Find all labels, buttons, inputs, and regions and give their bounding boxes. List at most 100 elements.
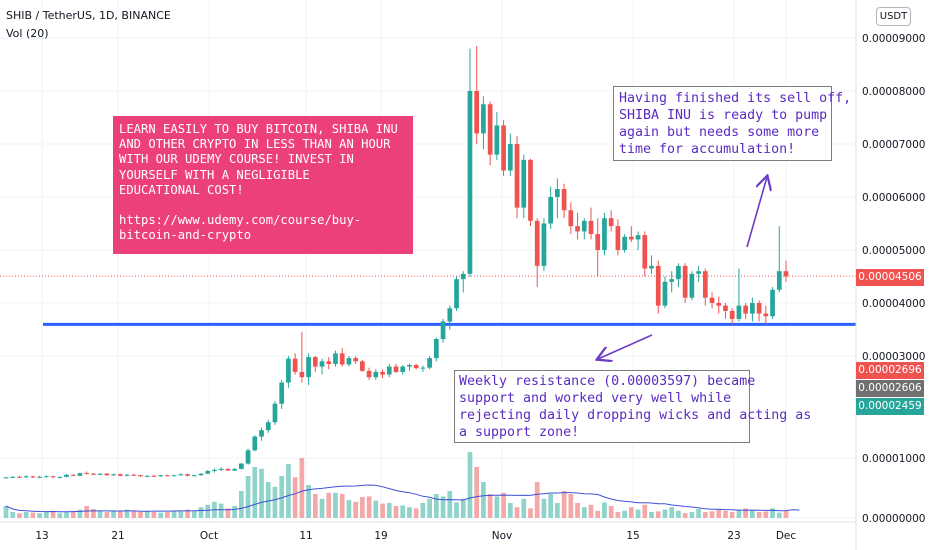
volume-bar: [158, 512, 164, 518]
volume-bar: [628, 507, 634, 518]
volume-bar: [373, 500, 379, 518]
accumulation-note[interactable]: Having finished its sell off, SHIBA INU …: [613, 86, 851, 161]
volume-bar: [205, 504, 211, 518]
candle-body: [144, 475, 150, 477]
volume-bar: [386, 503, 392, 518]
candle-body: [366, 370, 372, 378]
candle-body: [588, 220, 594, 235]
candle-body: [622, 236, 627, 250]
candle-body: [608, 218, 614, 227]
volume-bar: [689, 512, 695, 518]
volume-bar: [702, 512, 708, 518]
volume-bar: [474, 467, 480, 518]
candle-body: [3, 477, 9, 479]
candle-body: [218, 468, 224, 470]
candle-body: [662, 281, 668, 306]
volume-bar: [10, 512, 16, 518]
candle-body: [57, 476, 63, 478]
volume-bar: [144, 511, 150, 518]
volume-bar: [306, 485, 311, 518]
volume-bar: [151, 512, 157, 518]
time-tick-label: Nov: [492, 530, 513, 542]
candle-body: [783, 271, 789, 277]
volume-bar: [279, 476, 285, 518]
volume-bar: [319, 498, 325, 518]
volume-bar: [723, 510, 728, 518]
currency-button[interactable]: USDT: [876, 7, 911, 26]
candle-body: [306, 357, 311, 378]
volume-bar: [427, 498, 432, 518]
candle-body: [575, 226, 580, 232]
candle-body: [185, 474, 190, 476]
candle-body: [386, 366, 392, 375]
volume-bar: [326, 492, 332, 518]
volume-bar: [568, 494, 574, 518]
price-tick-label: 0.00007000: [862, 139, 925, 151]
candles: [3, 45, 789, 479]
volume-moving-average: [5, 484, 800, 513]
candle-body: [440, 321, 446, 340]
volume-bars: [3, 452, 789, 518]
time-tick-label: 19: [374, 530, 387, 542]
candle-body: [353, 358, 359, 362]
support-note[interactable]: Weekly resistance (0.00003597) became su…: [454, 370, 811, 443]
volume-bar: [763, 511, 769, 518]
candle-body: [131, 474, 137, 476]
time-axis-ticks: 13 21 Oct 11 19 Nov 15 23 Dec: [35, 530, 796, 542]
volume-bar: [460, 498, 466, 518]
volume-bar: [729, 512, 735, 518]
time-tick-label: 23: [727, 530, 740, 542]
volume-bar: [23, 512, 29, 518]
volume-bar: [487, 494, 493, 518]
candle-body: [91, 473, 96, 475]
candle-body: [743, 305, 749, 314]
candle-body: [776, 271, 782, 290]
candle-body: [750, 303, 755, 314]
candle-body: [474, 91, 480, 134]
volume-bar: [507, 503, 513, 518]
price-tick-label: 0.00008000: [862, 86, 925, 98]
price-tick-label: 0.00001000: [862, 453, 925, 465]
candle-body: [595, 234, 601, 250]
promo-note[interactable]: LEARN EASILY TO BUY BITCOIN, SHIBA INU A…: [113, 116, 413, 254]
grid-lines: [0, 0, 856, 522]
candle-body: [104, 473, 110, 476]
price-tick-label: 0.00000000: [862, 513, 925, 525]
candle-body: [628, 236, 634, 240]
last-price-tag: 0.00004506: [856, 269, 924, 286]
volume-bar: [3, 506, 9, 518]
candle-body: [245, 450, 251, 464]
volume-bar: [43, 512, 49, 518]
candle-body: [433, 339, 439, 359]
candle-body: [709, 297, 715, 303]
volume-bar: [494, 496, 500, 518]
candle-body: [124, 474, 130, 476]
volume-bar: [420, 503, 426, 518]
candle-body: [333, 353, 338, 364]
volume-bar: [756, 512, 762, 518]
time-tick-label: Dec: [776, 530, 797, 542]
volume-bar: [104, 512, 110, 518]
volume-bar: [380, 503, 385, 518]
volume-bar: [467, 452, 473, 518]
volume-bar: [97, 510, 103, 518]
volume-indicator-label[interactable]: Vol (20): [6, 27, 49, 40]
candle-body: [534, 220, 540, 266]
pump-arrow: [746, 177, 767, 248]
volume-bar: [117, 510, 123, 518]
candle-body: [50, 476, 56, 478]
volume-bar: [581, 507, 587, 518]
volume-bar: [366, 496, 372, 518]
volume-bar: [447, 491, 453, 518]
volume-bar: [245, 476, 251, 518]
candle-body: [17, 476, 22, 478]
candle-body: [763, 313, 769, 317]
candle-body: [676, 265, 681, 280]
volume-bar: [339, 494, 345, 518]
volume-bar: [238, 491, 244, 518]
candle-body: [165, 475, 170, 477]
volume-bar: [191, 510, 197, 518]
volume-bar: [642, 504, 648, 518]
candle-body: [635, 235, 641, 240]
